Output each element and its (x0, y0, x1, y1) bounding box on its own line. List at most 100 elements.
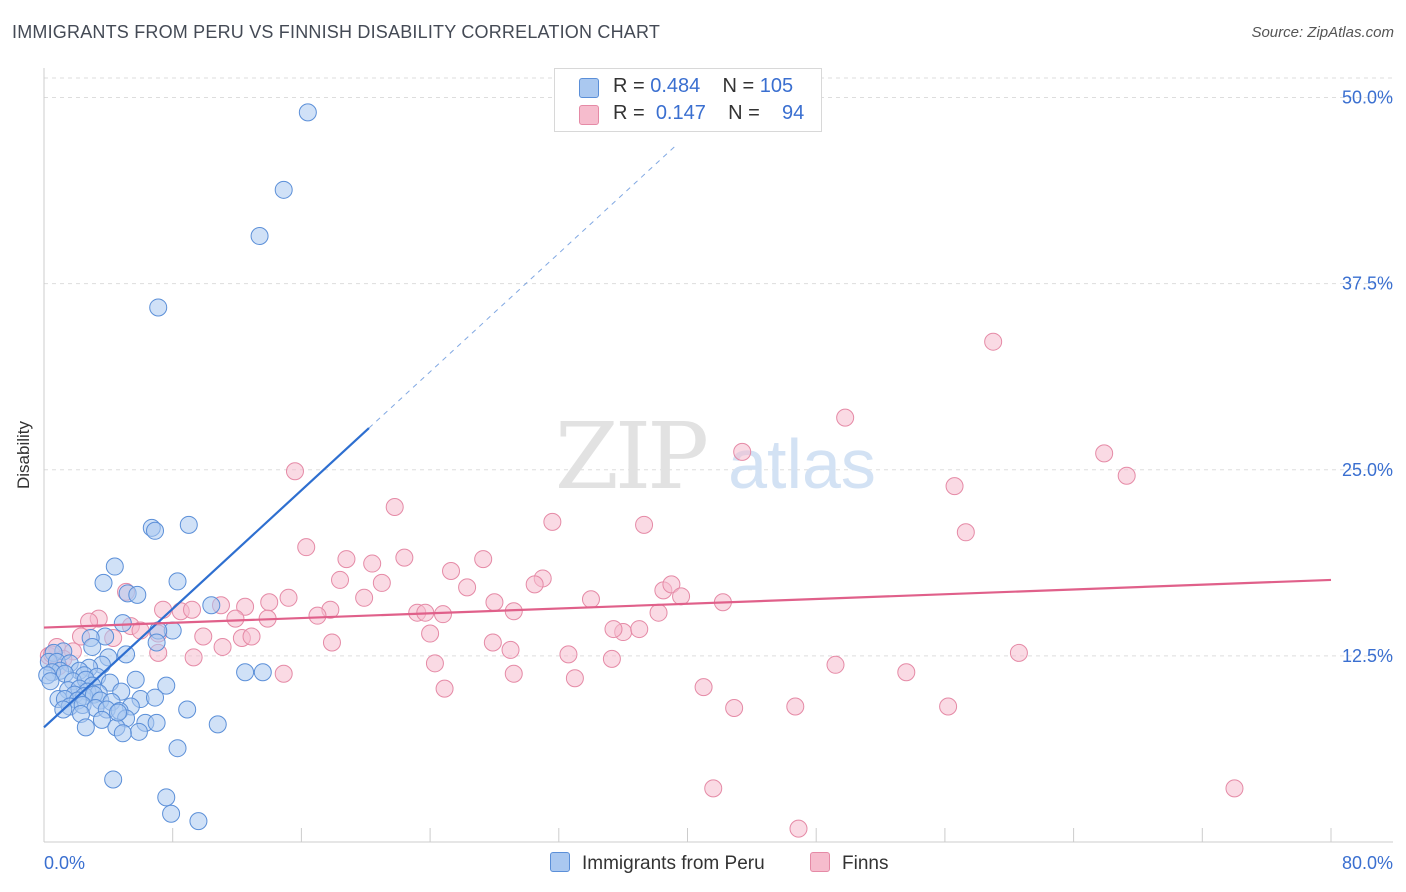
trend-lines (43, 143, 1332, 729)
data-point-peru (178, 700, 197, 719)
y-tick-label: 25.0% (1342, 460, 1393, 480)
legend-item-peru: Immigrants from Peru (550, 852, 765, 875)
data-point-peru (146, 521, 165, 540)
data-point-finns (355, 588, 374, 607)
trend-line-peru-extension (368, 143, 679, 429)
y-tick-label: 12.5% (1342, 646, 1393, 666)
data-point-finns (786, 697, 805, 716)
data-point-finns (581, 590, 600, 609)
data-point-peru (129, 722, 148, 741)
data-point-finns (1117, 466, 1136, 485)
legend-swatch-pink (579, 105, 599, 125)
data-point-finns (604, 620, 623, 639)
data-point-finns (435, 679, 454, 698)
data-point-peru (298, 103, 317, 122)
grid-lines (44, 77, 1393, 657)
data-point-peru (157, 676, 176, 695)
data-point-finns (1095, 444, 1114, 463)
data-point-finns (395, 548, 414, 567)
data-point-finns (543, 512, 562, 531)
data-point-finns (372, 573, 391, 592)
data-point-finns (425, 654, 444, 673)
data-point-finns (826, 655, 845, 674)
data-point-finns (236, 597, 255, 616)
data-point-finns (525, 575, 544, 594)
data-point-peru (208, 715, 227, 734)
data-point-finns (474, 550, 493, 569)
data-point-finns (337, 550, 356, 569)
data-point-peru (149, 298, 168, 317)
data-point-finns (322, 633, 341, 652)
data-point-peru (128, 585, 147, 604)
data-point-peru (105, 557, 124, 576)
data-point-finns (226, 609, 245, 628)
data-point-finns (945, 477, 964, 496)
data-point-finns (649, 603, 668, 622)
data-point-finns (725, 698, 744, 717)
legend-n-label: N = (728, 102, 760, 124)
data-point-finns (483, 633, 502, 652)
data-point-peru (113, 724, 132, 743)
data-point-peru (250, 226, 269, 245)
legend-label-peru: Immigrants from Peru (582, 853, 765, 874)
legend-swatch-pink (810, 852, 830, 872)
data-point-finns (694, 678, 713, 697)
tick-labels: 12.5% 25.0% 37.5% 50.0% 0.0% 80.0% (44, 88, 1393, 874)
legend-r-value: 0.147 (655, 102, 706, 124)
data-point-finns (194, 627, 213, 646)
data-point-peru (94, 573, 113, 592)
legend-item-finns: Finns (810, 852, 888, 875)
data-point-finns (662, 575, 681, 594)
data-point-peru (109, 703, 128, 722)
data-point-finns (635, 515, 654, 534)
data-point-peru (113, 614, 132, 633)
trend-line-peru (43, 427, 370, 729)
data-point-finns (984, 332, 1003, 351)
data-point-peru (147, 633, 166, 652)
data-point-finns (421, 624, 440, 643)
data-point-finns (297, 538, 316, 557)
chart-title: IMMIGRANTS FROM PERU VS FINNISH DISABILI… (12, 22, 661, 42)
watermark-atlas: atlas (728, 425, 876, 503)
data-point-peru (179, 515, 198, 534)
data-point-peru (104, 770, 123, 789)
data-point-finns (789, 819, 808, 838)
data-point-finns (279, 588, 298, 607)
data-point-finns (385, 497, 404, 516)
data-point-peru (117, 645, 136, 664)
legend-label-finns: Finns (842, 853, 889, 874)
x-tick-label: 80.0% (1342, 853, 1393, 873)
legend-swatch-blue (579, 78, 599, 98)
data-point-peru (126, 670, 145, 689)
data-point-finns (630, 620, 649, 639)
data-point-peru (253, 663, 272, 682)
data-point-finns (308, 606, 327, 625)
data-point-peru (92, 710, 111, 729)
data-point-finns (458, 578, 477, 597)
legend-r-label: R = (613, 102, 645, 124)
watermark: ZIP atlas (555, 403, 876, 510)
watermark-zip: ZIP (555, 403, 706, 510)
legend-n-value: 94 (782, 102, 805, 124)
trend-line-finns (43, 578, 1332, 629)
data-point-finns (242, 627, 261, 646)
y-tick-label: 37.5% (1342, 274, 1393, 294)
data-point-finns (504, 664, 523, 683)
legend-r-label: R = (613, 75, 645, 97)
data-point-finns (565, 669, 584, 688)
y-tick-label: 50.0% (1342, 88, 1393, 108)
data-point-peru (274, 180, 293, 199)
data-point-peru (236, 663, 255, 682)
data-point-finns (836, 408, 855, 427)
data-point-finns (602, 649, 621, 668)
data-point-finns (939, 697, 958, 716)
data-point-peru (202, 596, 221, 615)
axes (43, 68, 1393, 843)
data-point-finns (183, 600, 202, 619)
data-point-peru (168, 739, 187, 758)
data-point-finns (184, 648, 203, 667)
data-point-finns (274, 664, 293, 683)
data-point-peru (83, 637, 102, 656)
correlation-legend: R = 0.484 N = 105 R = 0.147 N = 94 (554, 68, 822, 132)
